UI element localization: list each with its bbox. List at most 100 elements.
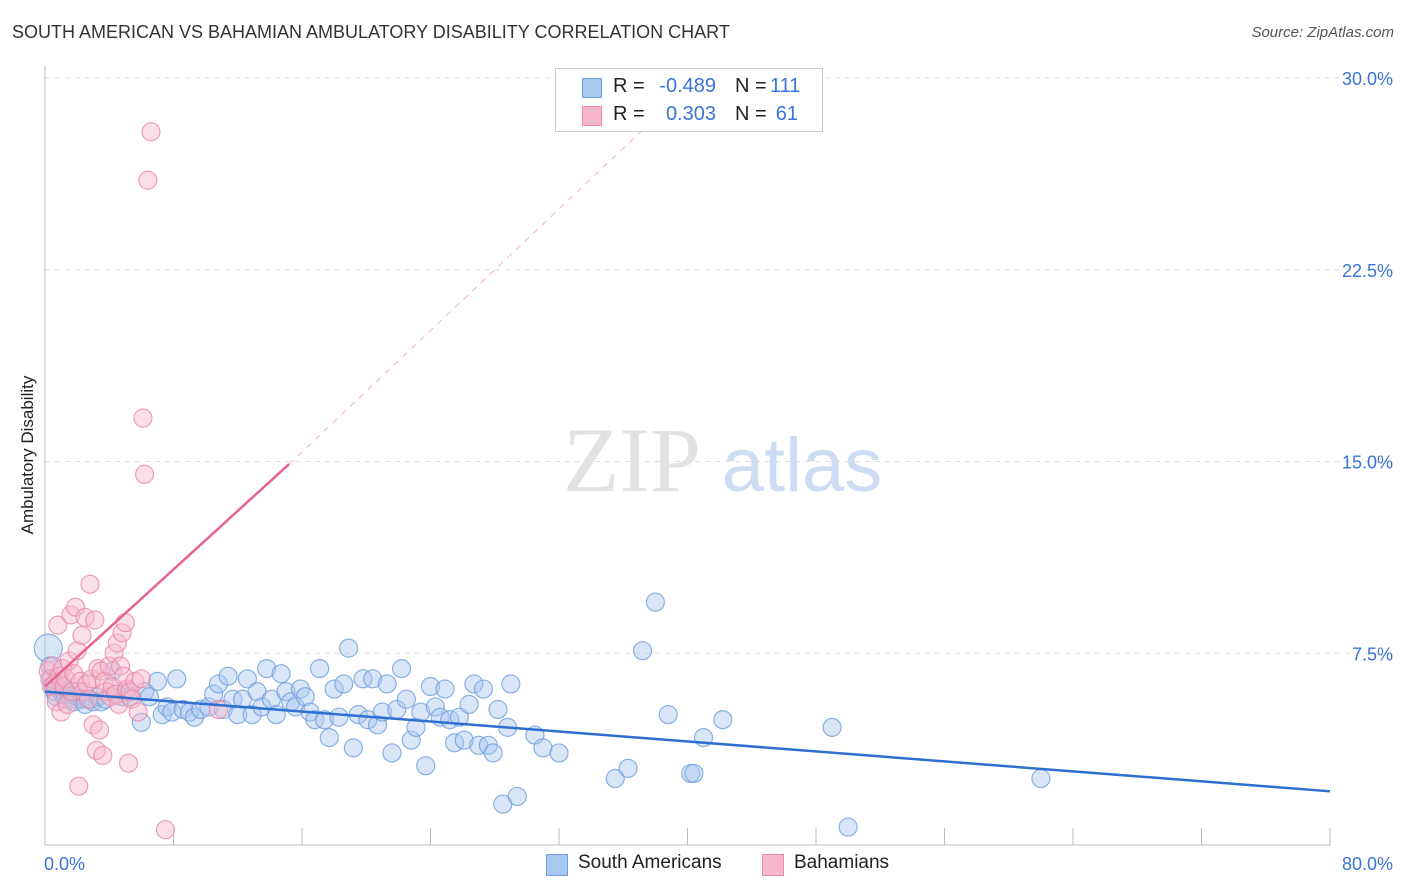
axes	[44, 66, 1331, 846]
point-bahamians	[93, 745, 113, 766]
point-south-americans	[310, 658, 330, 679]
point-bahamians	[118, 753, 139, 773]
point-south-americans	[605, 768, 625, 789]
legend-swatch-blue	[582, 78, 602, 98]
trend-lines	[44, 123, 1331, 793]
point-south-americans	[416, 756, 436, 776]
point-south-americans	[353, 669, 373, 689]
series-south-americans	[33, 592, 1051, 837]
point-bahamians	[110, 656, 131, 676]
point-south-americans	[276, 681, 296, 702]
point-bahamians	[86, 740, 107, 761]
point-south-americans	[377, 674, 397, 694]
point-bahamians	[120, 681, 140, 702]
point-south-americans	[449, 707, 470, 727]
point-bahamians	[78, 689, 98, 709]
bottom-legend-label: Bahamians	[794, 852, 890, 873]
y-tick-label: 15.0%	[1342, 453, 1393, 473]
point-south-americans	[324, 679, 344, 699]
legend-n-value: 111	[770, 75, 801, 97]
point-south-americans	[167, 669, 187, 689]
point-south-americans	[334, 674, 354, 694]
point-south-americans	[382, 743, 402, 763]
watermark-atlas: atlas	[722, 423, 883, 508]
point-south-americans	[305, 710, 325, 730]
point-south-americans	[632, 641, 653, 661]
trend-line-dashed	[288, 123, 650, 465]
point-south-americans	[401, 730, 421, 750]
point-bahamians	[83, 715, 103, 735]
point-bahamians	[155, 820, 176, 840]
point-bahamians	[131, 669, 151, 689]
point-bahamians	[107, 633, 127, 653]
legend-row-south-americans: R = -0.489 N = 111	[556, 72, 822, 100]
point-bahamians	[128, 702, 148, 722]
x-tick-label: 80.0%	[1342, 854, 1393, 874]
point-bahamians	[109, 694, 129, 714]
point-bahamians	[134, 464, 155, 484]
point-bahamians	[48, 615, 68, 635]
point-south-americans	[406, 717, 426, 737]
point-bahamians	[64, 664, 84, 684]
point-south-americans	[131, 712, 151, 732]
point-south-americans	[208, 674, 229, 694]
point-bahamians	[141, 122, 161, 142]
point-south-americans	[319, 728, 339, 748]
point-bahamians	[99, 656, 119, 676]
legend-row-bahamians: R = 0.303 N = 61	[556, 100, 822, 128]
point-bahamians	[51, 702, 71, 722]
point-south-americans	[822, 717, 842, 737]
watermark: ZIP atlas	[563, 409, 882, 511]
point-south-americans	[507, 786, 527, 807]
point-south-americans	[658, 705, 678, 725]
point-south-americans	[242, 705, 262, 725]
point-south-americans	[147, 671, 168, 691]
point-south-americans	[218, 666, 238, 686]
point-south-americans	[838, 817, 858, 837]
point-south-americans	[420, 676, 441, 697]
point-south-americans	[329, 707, 349, 727]
point-south-americans	[435, 679, 455, 699]
legend-n-value: 61	[775, 103, 798, 125]
point-bahamians	[80, 574, 100, 594]
point-south-americans	[713, 710, 733, 730]
point-bahamians	[138, 170, 158, 190]
bottom-legend-swatch-pink	[762, 854, 784, 876]
point-south-americans	[533, 738, 553, 758]
point-bahamians	[133, 408, 153, 428]
point-south-americans	[1031, 768, 1051, 789]
point-south-americans	[271, 664, 291, 684]
legend-r-value: 0.303	[665, 103, 716, 125]
trend-line	[44, 463, 290, 688]
point-bahamians	[65, 597, 86, 617]
point-south-americans	[483, 743, 503, 763]
point-south-americans	[684, 763, 704, 784]
point-south-americans	[204, 684, 224, 704]
point-bahamians	[208, 699, 229, 720]
point-bahamians	[115, 612, 135, 633]
point-bahamians	[90, 720, 110, 740]
point-south-americans	[425, 697, 445, 717]
y-tick-label: 7.5%	[1352, 644, 1393, 664]
point-bahamians	[59, 651, 79, 671]
legend-r-label: R =	[613, 103, 645, 125]
point-south-americans	[223, 689, 243, 709]
point-south-americans	[363, 669, 383, 689]
point-bahamians	[112, 623, 132, 643]
point-south-americans	[391, 658, 412, 679]
point-south-americans	[488, 699, 508, 720]
trend-line	[44, 690, 1331, 793]
point-south-americans	[549, 743, 569, 763]
grid-lines	[45, 77, 1392, 654]
stats-legend: R = -0.489 N = 111 R = 0.303 N = 61	[555, 68, 823, 132]
point-south-americans	[257, 658, 277, 679]
legend-n-label: N =	[735, 75, 767, 97]
point-south-americans	[454, 730, 474, 750]
point-south-americans	[343, 738, 363, 758]
point-south-americans	[396, 689, 417, 709]
point-south-americans	[295, 687, 315, 707]
point-bahamians	[69, 776, 89, 796]
point-south-americans	[459, 694, 479, 714]
legend-r-value: -0.489	[659, 75, 716, 97]
